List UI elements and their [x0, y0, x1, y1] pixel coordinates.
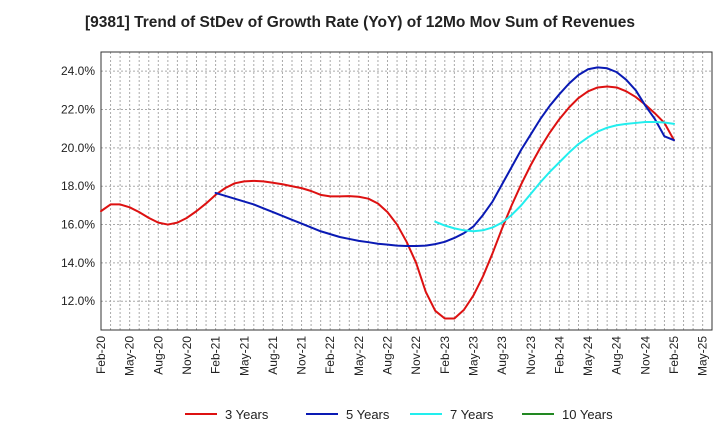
x-tick-label: May-24 [581, 336, 595, 376]
x-tick-label: May-22 [352, 336, 366, 376]
x-tick-label: Nov-22 [409, 336, 423, 375]
x-tick-label: Feb-20 [94, 336, 108, 374]
x-tick-label: Feb-21 [209, 336, 223, 374]
x-tick-label: May-21 [237, 336, 251, 376]
x-tick-label: Feb-24 [552, 336, 566, 374]
legend-label: 7 Years [450, 407, 494, 422]
y-tick-label: 24.0% [61, 64, 95, 78]
x-tick-label: Nov-24 [638, 336, 652, 375]
x-tick-label: Aug-21 [266, 336, 280, 375]
series-line-5-years [214, 66, 675, 248]
x-tick-label: May-23 [466, 336, 480, 376]
legend: 3 Years 5 Years 7 Years 10 Years [185, 407, 613, 422]
x-tick-label: Aug-22 [381, 336, 395, 375]
series-line-7-years [434, 120, 675, 233]
axis-labels: 12.0% 14.0% 16.0% 18.0% 20.0% 22.0% 24.0% Feb-2… [61, 64, 710, 376]
x-tick-label: Feb-23 [438, 336, 452, 374]
y-tick-label: 20.0% [61, 141, 95, 155]
grid-layer [100, 52, 712, 330]
y-tick-label: 16.0% [61, 218, 95, 232]
x-tick-label: May-20 [123, 336, 137, 376]
legend-label: 5 Years [346, 407, 390, 422]
x-tick-label: Aug-20 [151, 336, 165, 375]
y-tick-label: 12.0% [61, 294, 95, 308]
y-tick-label: 22.0% [61, 103, 95, 117]
legend-label: 3 Years [225, 407, 269, 422]
x-tick-label: Nov-23 [524, 336, 538, 375]
chart-title: [9381] Trend of StDev of Growth Rate (Yo… [84, 14, 636, 31]
plot-frame [100, 51, 713, 331]
legend-label: 10 Years [562, 407, 613, 422]
x-tick-label: Nov-20 [180, 336, 194, 375]
x-tick-label: Feb-25 [667, 336, 681, 374]
y-tick-label: 14.0% [61, 256, 95, 270]
x-tick-label: May-25 [696, 336, 710, 376]
x-tick-label: Nov-21 [295, 336, 309, 375]
x-tick-label: Aug-24 [610, 336, 624, 375]
x-tick-label: Feb-22 [323, 336, 337, 374]
y-tick-label: 18.0% [61, 179, 95, 193]
x-tick-label: Aug-23 [495, 336, 509, 375]
series-layer [100, 66, 675, 320]
series-line-3-years [100, 85, 675, 320]
